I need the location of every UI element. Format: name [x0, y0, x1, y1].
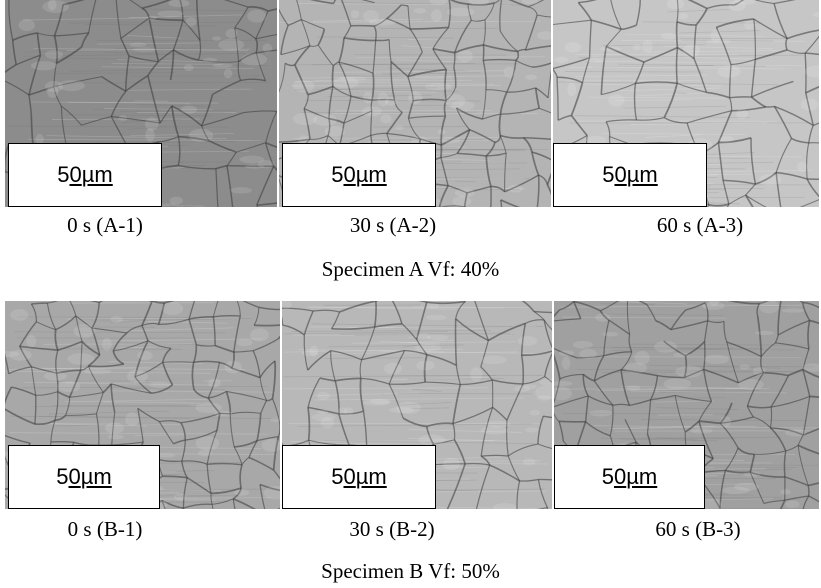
scale-bar-label: 50µm	[331, 464, 387, 489]
caption-a-2: 30 s (A-2)	[349, 213, 437, 237]
scale-bar-label: 50µm	[331, 162, 387, 187]
sem-image-b-2: 50µm	[282, 301, 552, 509]
caption-b-2: 30 s (B-2)	[349, 517, 435, 541]
scale-bar-box: 50µm	[8, 143, 162, 207]
group-title-a: Specimen A Vf: 40%	[321, 257, 500, 281]
scale-bar-box: 50µm	[553, 143, 707, 207]
scale-bar-label: 50µm	[601, 464, 658, 489]
scale-bar-box: 50µm	[282, 143, 436, 207]
sem-image-a-1: 50µm	[5, 0, 277, 207]
scale-bar-label: 50µm	[57, 162, 113, 187]
sem-image-a-2: 50µm	[279, 0, 551, 207]
caption-b-3: 60 s (B-3)	[655, 517, 741, 541]
scale-bar-box: 50µm	[282, 445, 436, 509]
sem-image-b-3: 50µm	[554, 301, 819, 509]
group-title-b: Specimen B Vf: 50%	[321, 559, 500, 583]
caption-a-3: 60 s (A-3)	[656, 213, 744, 237]
sem-image-a-3: 50µm	[553, 0, 819, 207]
scale-bar-box: 50µm	[8, 445, 160, 509]
caption-a-1: 0 s (A-1)	[67, 213, 143, 237]
scale-bar-label: 50µm	[602, 162, 658, 187]
scale-bar-label: 50µm	[56, 464, 112, 489]
caption-b-1: 0 s (B-1)	[67, 517, 143, 541]
sem-image-b-1: 50µm	[5, 301, 280, 509]
scale-bar-box: 50µm	[554, 445, 705, 509]
